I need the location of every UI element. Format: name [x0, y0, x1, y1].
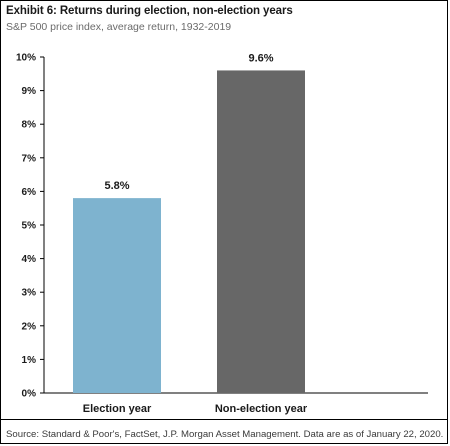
data-label: 9.6% [248, 52, 273, 64]
x-axis-labels: Election year Non-election year [83, 403, 308, 415]
data-label: 5.8% [104, 180, 129, 192]
x-tick-label: Election year [83, 403, 152, 415]
y-tick-label: 0% [22, 389, 37, 400]
bars [73, 70, 305, 393]
data-labels: 5.8% 9.6% [104, 52, 273, 192]
bar-1 [73, 198, 161, 393]
chart-subtitle: S&P 500 price index, average return, 193… [6, 21, 232, 33]
y-tick-label: 7% [22, 153, 37, 164]
y-tick-label: 8% [22, 120, 37, 131]
y-tick-label: 2% [22, 321, 37, 332]
bar-2 [217, 70, 305, 393]
y-tick-label: 10% [16, 53, 36, 64]
y-axis-ticks: 0% 1% 2% 3% 4% 5% 6% 7% 8% 9% 10% [16, 53, 44, 400]
y-tick-label: 1% [22, 355, 37, 366]
y-tick-label: 9% [22, 86, 37, 97]
footer-divider [0, 419, 448, 420]
x-tick-label: Non-election year [215, 403, 308, 415]
chart-title: Exhibit 6: Returns during election, non-… [6, 5, 293, 17]
y-tick-label: 6% [22, 187, 37, 198]
y-tick-label: 3% [22, 288, 37, 299]
source-note: Source: Standard & Poor's, FactSet, J.P.… [6, 429, 444, 440]
y-tick-label: 5% [22, 221, 37, 232]
y-tick-label: 4% [22, 254, 37, 265]
